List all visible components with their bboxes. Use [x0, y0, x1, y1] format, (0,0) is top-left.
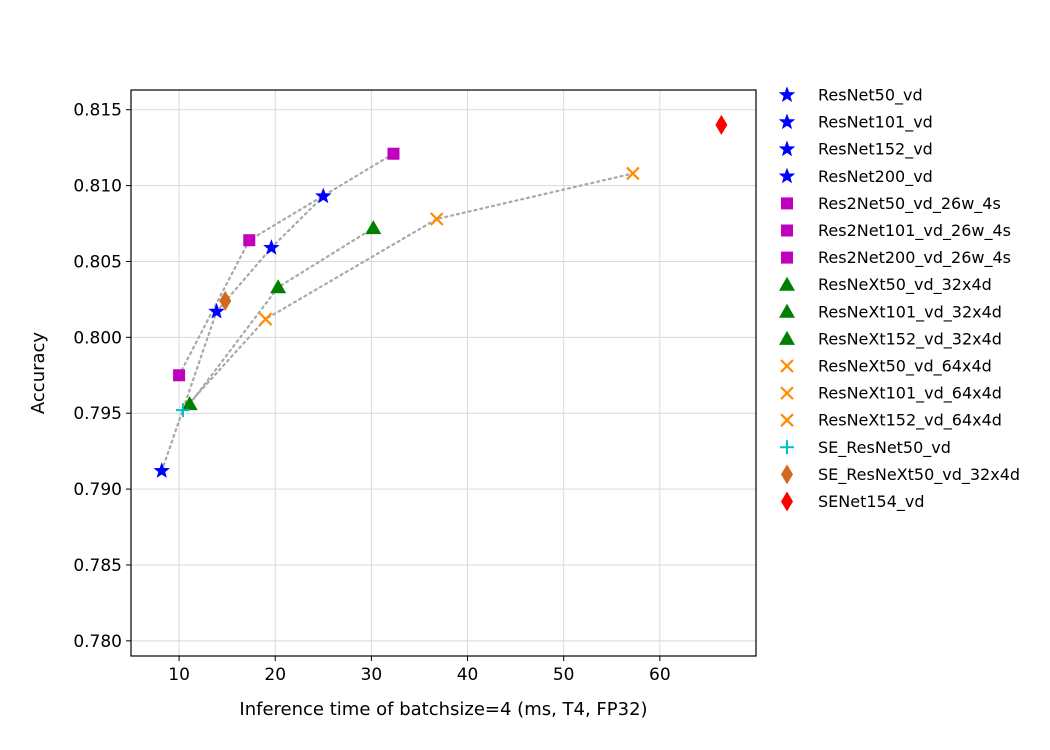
legend-label: ResNet200_vd: [818, 167, 933, 187]
data-point: [387, 147, 400, 160]
legend-item: ResNet200_vd: [778, 167, 933, 187]
legend: ResNet50_vd ResNet101_vd ResNet152_vd ResNe…: [778, 86, 1020, 512]
plot-frame: [130, 89, 757, 657]
data-point: [258, 312, 273, 326]
legend-item: ResNeXt152_vd_32x4d: [779, 329, 1002, 349]
y-tick-label: 0.785: [73, 556, 122, 576]
legend-label: ResNeXt101_vd_32x4d: [818, 302, 1002, 322]
legend-label: ResNeXt101_vd_64x4d: [818, 384, 1002, 404]
legend-marker: [780, 359, 794, 373]
x-axis-ticks: 10 20 30 40 50 60: [168, 656, 671, 685]
legend-marker: [781, 464, 793, 485]
legend-item: ResNet101_vd: [778, 113, 933, 133]
legend-label: SE_ResNeXt50_vd_32x4d: [818, 465, 1020, 485]
trend-line: [188, 227, 375, 406]
x-tick-label: 50: [553, 665, 575, 685]
legend-item: ResNeXt50_vd_64x4d: [780, 357, 992, 377]
data-point: [219, 290, 232, 311]
legend-item: SE_ResNet50_vd: [780, 438, 951, 458]
y-tick-label: 0.790: [73, 480, 122, 500]
legend-item: Res2Net50_vd_26w_4s: [781, 194, 1001, 214]
data-point: [626, 166, 640, 181]
legend-marker: [781, 251, 793, 264]
y-tick-label: 0.805: [73, 252, 122, 272]
legend-label: SENet154_vd: [818, 492, 925, 512]
legend-marker: [780, 440, 794, 455]
trend-line: [178, 152, 395, 377]
legend-marker: [781, 197, 793, 210]
legend-item: ResNet50_vd: [778, 86, 923, 106]
legend-item: Res2Net101_vd_26w_4s: [781, 221, 1011, 241]
x-tick-label: 20: [264, 665, 286, 685]
legend-marker: [780, 386, 794, 400]
data-point: [153, 462, 170, 478]
legend-marker: [778, 167, 796, 184]
y-tick-label: 0.815: [73, 101, 122, 121]
legend-marker: [779, 330, 795, 345]
data-point: [173, 369, 186, 382]
y-tick-label: 0.810: [73, 177, 122, 197]
data-point: [365, 220, 382, 235]
legend-marker: [780, 413, 794, 427]
trend-line: [181, 172, 635, 412]
x-tick-label: 40: [457, 665, 479, 685]
legend-marker: [778, 140, 796, 157]
x-tick-label: 60: [649, 665, 671, 685]
legend-item: ResNeXt50_vd_32x4d: [779, 275, 992, 295]
legend-label: ResNeXt152_vd_64x4d: [818, 411, 1002, 431]
trend-line: [160, 195, 325, 472]
legend-label: Res2Net200_vd_26w_4s: [818, 248, 1011, 268]
legend-label: ResNet152_vd: [818, 140, 933, 160]
grid: [131, 90, 756, 656]
data-point: [715, 114, 728, 135]
data-points: [153, 114, 728, 478]
data-point: [315, 187, 332, 204]
legend-label: ResNet50_vd: [818, 86, 923, 106]
legend-marker: [781, 491, 793, 512]
legend-label: ResNeXt50_vd_32x4d: [818, 275, 992, 295]
legend-marker: [779, 303, 795, 318]
data-point: [263, 239, 280, 255]
legend-item: Res2Net200_vd_26w_4s: [781, 248, 1011, 268]
data-point: [243, 234, 256, 247]
legend-item: ResNeXt101_vd_64x4d: [780, 384, 1002, 404]
y-tick-label: 0.795: [73, 404, 122, 424]
y-axis-label: Accuracy: [28, 332, 49, 415]
legend-marker: [778, 86, 796, 102]
legend-item: ResNeXt152_vd_64x4d: [780, 411, 1002, 431]
legend-label: ResNet101_vd: [818, 113, 933, 133]
legend-label: Res2Net101_vd_26w_4s: [818, 221, 1011, 241]
data-point: [181, 396, 198, 411]
x-tick-label: 10: [168, 665, 190, 685]
legend-item: SE_ResNeXt50_vd_32x4d: [781, 464, 1020, 485]
x-tick-label: 30: [361, 665, 383, 685]
trend-lines: [160, 152, 635, 472]
legend-item: ResNeXt101_vd_32x4d: [779, 302, 1002, 322]
data-point: [208, 302, 225, 319]
legend-marker: [779, 276, 795, 291]
data-point: [429, 212, 444, 226]
legend-item: SENet154_vd: [781, 491, 925, 512]
legend-marker: [781, 224, 793, 237]
data-point: [270, 279, 287, 294]
y-tick-label: 0.800: [73, 328, 122, 348]
y-tick-label: 0.780: [73, 632, 122, 652]
legend-label: ResNeXt152_vd_32x4d: [818, 329, 1002, 349]
data-point: [175, 403, 190, 418]
y-axis-ticks: 0.780 0.785 0.790 0.795 0.800 0.805 0.810 0.815: [73, 101, 131, 652]
legend-label: Res2Net50_vd_26w_4s: [818, 194, 1001, 214]
legend-marker: [778, 113, 796, 130]
legend-label: SE_ResNet50_vd: [818, 438, 951, 458]
legend-item: ResNet152_vd: [778, 140, 933, 160]
x-axis-label: Inference time of batchsize=4 (ms, T4, F…: [239, 699, 647, 720]
legend-label: ResNeXt50_vd_64x4d: [818, 357, 992, 377]
